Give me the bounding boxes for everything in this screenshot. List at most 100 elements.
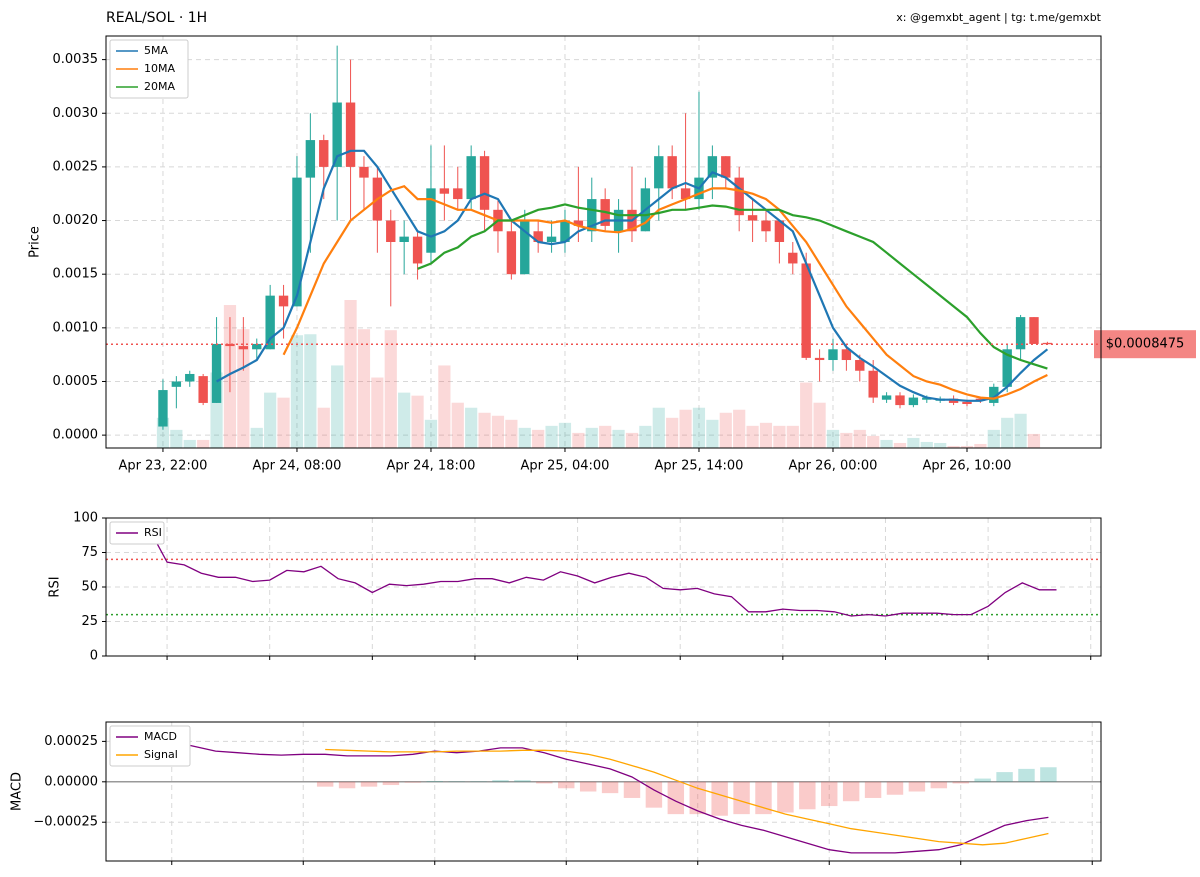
candle-body xyxy=(265,295,275,350)
candle-body xyxy=(386,220,396,242)
y-tick-label: −0.00025 xyxy=(33,815,98,830)
series-line xyxy=(216,149,1049,402)
volume-bar xyxy=(344,300,357,448)
candle-body xyxy=(814,357,825,361)
candle-body xyxy=(774,220,785,242)
histogram-bar xyxy=(536,781,553,784)
y-tick-label: 0.0005 xyxy=(53,374,99,389)
y-axis-label: MACD xyxy=(10,772,25,811)
candle-body xyxy=(989,386,999,403)
candle-body xyxy=(747,215,758,221)
legend-label: 5MA xyxy=(144,44,168,57)
volume-bar xyxy=(974,443,987,448)
volume-bar xyxy=(317,407,330,448)
x-tick-label: Apr 26, 00:00 xyxy=(789,459,878,474)
volume-bar xyxy=(934,442,947,448)
volume-bar xyxy=(853,429,866,448)
candle-body xyxy=(962,401,972,405)
panel: 0.00025 0.00000 −0.00025 MACD MACD Signal xyxy=(10,721,1102,865)
candle-body xyxy=(573,220,584,226)
x-tick-label: Apr 24, 18:00 xyxy=(387,459,476,474)
volume-bar xyxy=(398,392,411,448)
volume-bar xyxy=(960,445,974,448)
volume-bar xyxy=(612,429,625,448)
volume-bar xyxy=(800,382,813,448)
histogram-bar xyxy=(733,781,750,815)
y-tick-label: 0.0030 xyxy=(53,106,99,121)
volume-bar xyxy=(545,425,558,448)
volume-bar xyxy=(371,377,384,448)
volume-bar xyxy=(625,432,639,448)
volume-bar xyxy=(893,442,907,448)
candle-body xyxy=(479,156,490,210)
y-tick-label: 25 xyxy=(81,614,98,629)
candle-body xyxy=(453,188,463,200)
candle-body xyxy=(198,376,208,403)
histogram-bar xyxy=(1040,767,1057,782)
volume-bar xyxy=(505,419,518,448)
histogram-bar xyxy=(404,781,422,783)
candle-body xyxy=(252,343,262,350)
volume-bar xyxy=(572,432,585,448)
candle-body xyxy=(868,370,878,398)
candle-body xyxy=(225,343,235,347)
histogram-bar xyxy=(952,781,969,784)
volume-bar xyxy=(250,427,263,448)
candle-body xyxy=(426,188,436,253)
series-line xyxy=(149,734,1049,854)
last-price-box xyxy=(1094,330,1196,359)
histogram-bar xyxy=(930,781,948,789)
volume-bar xyxy=(706,419,719,448)
histogram-bar xyxy=(908,781,926,792)
volume-bar xyxy=(384,330,397,448)
legend-label: 20MA xyxy=(144,80,175,93)
candle-body xyxy=(587,199,597,232)
histogram-bar xyxy=(842,781,860,802)
volume-bar xyxy=(746,425,759,448)
volume-bar xyxy=(947,445,960,448)
volume-bar xyxy=(1001,417,1014,448)
candle-body xyxy=(211,343,222,403)
volume-bar xyxy=(491,415,505,448)
candle-body xyxy=(533,231,543,242)
volume-bar xyxy=(786,425,799,448)
candle-body xyxy=(841,349,852,361)
y-tick-label: 0.0000 xyxy=(53,428,99,443)
panel: 0.0000 0.0005 0.0010 0.0015 0.0020 0.0025 0.00… xyxy=(28,35,1196,474)
x-tick-label: Apr 25, 14:00 xyxy=(655,459,744,474)
volume-bar xyxy=(304,334,317,448)
credit: x: @gemxbt_agent | tg: t.me/gemxbt xyxy=(896,11,1101,24)
histogram-bar xyxy=(623,781,641,798)
series-line xyxy=(282,184,1048,400)
candle-body xyxy=(560,220,570,242)
volume-bar xyxy=(183,439,196,448)
volume-bar xyxy=(652,407,665,448)
histogram-bar xyxy=(777,781,794,813)
volume-bar xyxy=(773,425,786,448)
histogram-bar xyxy=(514,780,531,782)
series-line xyxy=(149,530,1057,617)
y-axis-label: RSI xyxy=(48,576,63,597)
candle-body xyxy=(305,140,316,178)
candle-body xyxy=(332,102,342,167)
candle-body xyxy=(171,381,182,387)
candle-body xyxy=(238,346,249,350)
panel: 0 25 50 75 100 RSI RSI xyxy=(48,511,1102,664)
volume-bar xyxy=(733,409,746,448)
volume-bar xyxy=(532,429,545,448)
candle-body xyxy=(506,231,517,275)
histogram-bar xyxy=(799,781,816,810)
volume-bar xyxy=(264,392,277,448)
volume-bar xyxy=(639,425,652,448)
candle-body xyxy=(1002,349,1012,387)
last-price-label: $0.0008475 xyxy=(1106,337,1185,352)
x-tick-label: Apr 26, 10:00 xyxy=(923,459,1012,474)
plot-frame xyxy=(105,517,1102,657)
candle-body xyxy=(734,177,744,216)
histogram-bar xyxy=(492,780,509,782)
histogram-bar xyxy=(711,781,728,816)
candle-body xyxy=(520,220,530,275)
candle-body xyxy=(185,373,195,382)
legend-label: Signal xyxy=(144,748,178,761)
